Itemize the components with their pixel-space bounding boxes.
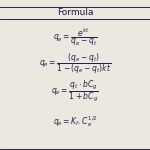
Text: $q_e = K_f . C_e^{1/2}$: $q_e = K_f . C_e^{1/2}$ bbox=[53, 114, 97, 129]
Text: $q_e = \dfrac{q_t \cdot bC_g}{1+bC_g}$: $q_e = \dfrac{q_t \cdot bC_g}{1+bC_g}$ bbox=[51, 79, 99, 104]
Text: $q_e = \dfrac{e^{kt}}{q_e-q_t}$: $q_e = \dfrac{e^{kt}}{q_e-q_t}$ bbox=[53, 26, 97, 48]
Text: Formula: Formula bbox=[57, 8, 93, 17]
Text: $q_e = \dfrac{(q_e-q_t)}{1-(q_e-q_t)kt}$: $q_e = \dfrac{(q_e-q_t)}{1-(q_e-q_t)kt}$ bbox=[39, 52, 111, 76]
